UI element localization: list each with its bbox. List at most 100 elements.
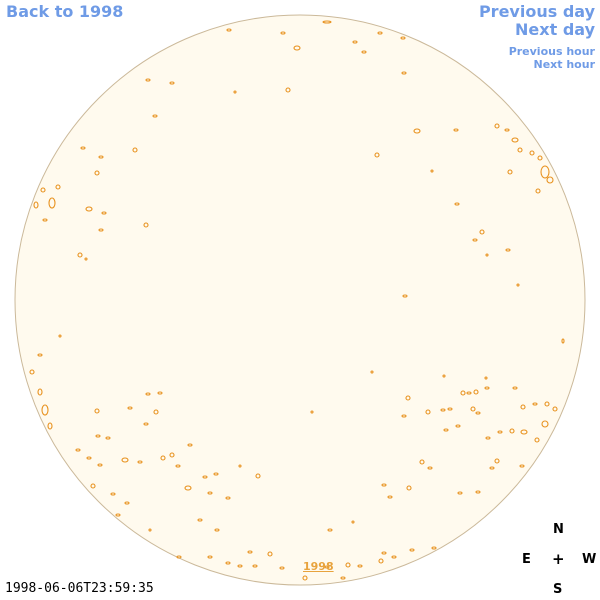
active-region-contour [378, 558, 384, 564]
active-region-contour [85, 206, 93, 212]
active-region-contour [48, 197, 56, 209]
active-region-contour [507, 169, 513, 175]
active-region-contour [86, 456, 92, 460]
active-region-contour [512, 386, 518, 390]
compass-east: E [522, 552, 531, 567]
active-region-contour [401, 414, 407, 418]
active-region-contour [537, 155, 543, 161]
active-region-contour [247, 550, 253, 554]
active-region-contour [453, 128, 459, 132]
active-region-contour [475, 411, 481, 415]
active-region-contour [124, 501, 130, 505]
active-region-contour [370, 370, 374, 374]
active-region-contour [310, 410, 314, 414]
active-region-contour [340, 576, 346, 580]
active-region-contour [402, 294, 408, 298]
active-region-contour [413, 128, 421, 134]
active-region-contour [381, 483, 387, 487]
active-region-contour [233, 90, 237, 94]
active-region-contour [202, 475, 208, 479]
active-region-contour [504, 128, 510, 132]
active-region-contour [473, 389, 479, 395]
active-region-contour [406, 485, 412, 491]
active-region-contour [157, 391, 163, 395]
active-region-contour [58, 334, 62, 338]
active-region-contour [505, 248, 511, 252]
active-region-contour [430, 169, 434, 173]
compass-center-icon: + [552, 550, 565, 568]
active-region-contour [98, 155, 104, 159]
active-region-contour [419, 459, 425, 465]
active-region-contour [377, 31, 383, 35]
active-region-contour [132, 147, 138, 153]
compass-south: S [553, 582, 563, 597]
active-region-contour [534, 437, 540, 443]
active-region-contour [207, 555, 213, 559]
active-region-contour [485, 436, 491, 440]
active-region-contour [252, 564, 258, 568]
active-region-contour [97, 463, 103, 467]
active-region-contour [520, 404, 526, 410]
active-region-contour [519, 464, 525, 468]
active-region-contour [214, 528, 220, 532]
previous-day-link[interactable]: Previous day [478, 2, 595, 21]
active-region-contour [466, 391, 472, 395]
active-region-contour [148, 528, 152, 532]
active-region-contour [90, 483, 96, 489]
active-region-contour [497, 430, 503, 434]
active-region-contour [351, 520, 355, 524]
active-region-contour [454, 202, 460, 206]
active-region-contour [516, 283, 520, 287]
active-region-contour [352, 40, 358, 44]
active-region-contour [517, 147, 523, 153]
active-region-contour [470, 406, 476, 412]
next-day-link[interactable]: Next day [515, 20, 595, 39]
active-region-contour [37, 353, 43, 357]
active-region-contour [94, 408, 100, 414]
active-region-contour [391, 555, 397, 559]
active-region-contour [225, 561, 231, 565]
active-region-contour [121, 457, 129, 463]
active-region-contour [443, 428, 449, 432]
active-region-contour [153, 409, 159, 415]
active-region-contour [302, 575, 308, 581]
active-region-contour [409, 548, 415, 552]
active-region-contour [440, 408, 446, 412]
active-region-contours [29, 20, 565, 581]
active-region-contour [197, 518, 203, 522]
active-region-contour [374, 152, 380, 158]
active-region-contour [475, 490, 481, 494]
active-region-contour [541, 420, 549, 428]
active-region-contour [169, 452, 175, 458]
active-region-contour [540, 165, 550, 179]
active-region-contour [143, 222, 149, 228]
solar-disk [14, 14, 586, 586]
active-region-contour [207, 491, 213, 495]
active-region-contour [42, 218, 48, 222]
active-region-contour [431, 546, 437, 550]
observation-timestamp: 1998-06-06T23:59:35 [5, 581, 154, 596]
active-region-contour [101, 211, 107, 215]
active-region-contour [489, 466, 495, 470]
back-to-year-link[interactable]: Back to 1998 [6, 2, 124, 21]
active-region-contour [226, 28, 232, 32]
active-region-contour [401, 71, 407, 75]
year-link[interactable]: 1998 [303, 560, 334, 573]
active-region-contour [184, 485, 192, 491]
active-region-contour [55, 184, 61, 190]
active-region-contour [95, 434, 101, 438]
active-region-contour [115, 513, 121, 517]
active-region-contour [37, 388, 43, 396]
active-region-contour [457, 491, 463, 495]
active-region-contour [105, 436, 111, 440]
active-region-contour [472, 238, 478, 242]
active-region-contour [479, 229, 485, 235]
active-region-contour [213, 472, 219, 476]
active-region-contour [293, 45, 301, 51]
previous-hour-link[interactable]: Previous hour [508, 45, 595, 58]
active-region-contour [110, 492, 116, 496]
next-hour-link[interactable]: Next hour [533, 58, 596, 71]
active-region-contour [324, 565, 330, 569]
active-region-contour [494, 458, 500, 464]
active-region-contour [535, 188, 541, 194]
